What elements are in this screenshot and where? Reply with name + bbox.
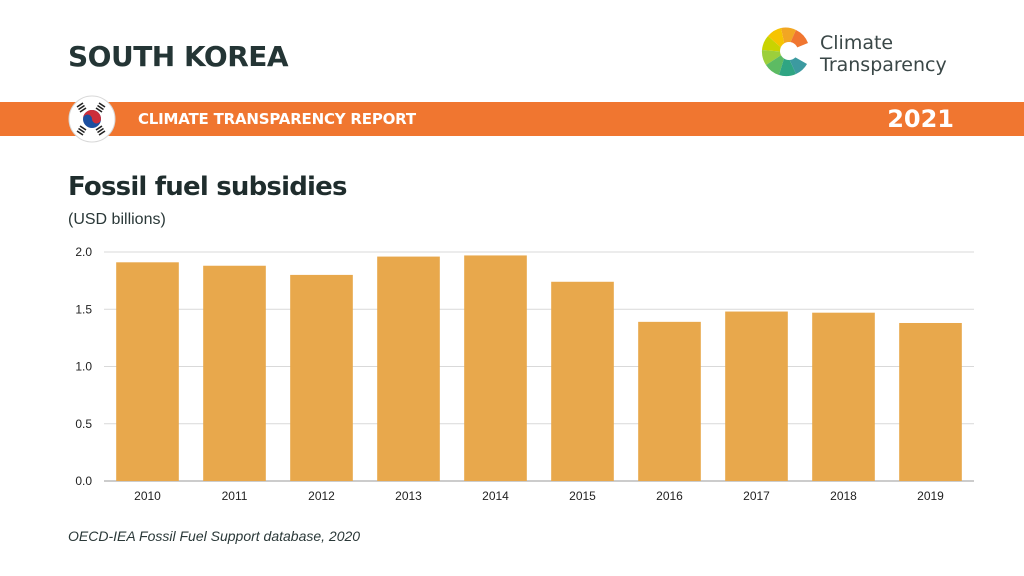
x-tick-label: 2016 bbox=[656, 489, 683, 503]
x-tick-label: 2017 bbox=[743, 489, 770, 503]
bar bbox=[638, 321, 701, 481]
climate-transparency-logo: Climate Transparency bbox=[760, 26, 970, 86]
x-tick-label: 2010 bbox=[134, 489, 161, 503]
x-tick-label: 2012 bbox=[308, 489, 335, 503]
country-title: SOUTH KOREA bbox=[68, 40, 289, 73]
bar bbox=[116, 262, 179, 481]
bar bbox=[290, 274, 353, 481]
y-tick-label: 0.5 bbox=[75, 417, 92, 431]
logo-wordmark: Climate Transparency bbox=[820, 32, 947, 76]
x-tick-label: 2011 bbox=[222, 489, 248, 503]
chart-title: Fossil fuel subsidies bbox=[68, 172, 347, 202]
source-note: OECD-IEA Fossil Fuel Support database, 2… bbox=[68, 528, 361, 544]
report-band: CLIMATE TRANSPARENCY REPORT 2021 bbox=[0, 102, 1024, 136]
y-tick-label: 2.0 bbox=[75, 245, 92, 259]
x-tick-label: 2015 bbox=[569, 489, 596, 503]
logo-sunburst-icon bbox=[761, 27, 808, 77]
bar bbox=[899, 322, 962, 481]
y-tick-label: 1.5 bbox=[75, 302, 92, 316]
x-tick-label: 2014 bbox=[482, 489, 509, 503]
bar bbox=[725, 311, 788, 481]
bar bbox=[812, 312, 875, 481]
y-tick-label: 0.0 bbox=[75, 474, 92, 488]
south-korea-flag-icon bbox=[68, 95, 116, 143]
x-tick-label: 2018 bbox=[830, 489, 857, 503]
report-label: CLIMATE TRANSPARENCY REPORT bbox=[138, 110, 416, 128]
logo-line-2: Transparency bbox=[820, 54, 947, 76]
logo-line-1: Climate bbox=[820, 32, 894, 54]
chart-unit-label: (USD billions) bbox=[68, 211, 166, 228]
bar bbox=[464, 255, 527, 481]
y-tick-label: 1.0 bbox=[75, 360, 92, 374]
bar bbox=[377, 256, 440, 481]
x-tick-label: 2019 bbox=[917, 489, 944, 503]
bar bbox=[203, 265, 266, 481]
x-tick-label: 2013 bbox=[395, 489, 422, 503]
report-year: 2021 bbox=[887, 105, 954, 133]
bar bbox=[551, 281, 614, 481]
